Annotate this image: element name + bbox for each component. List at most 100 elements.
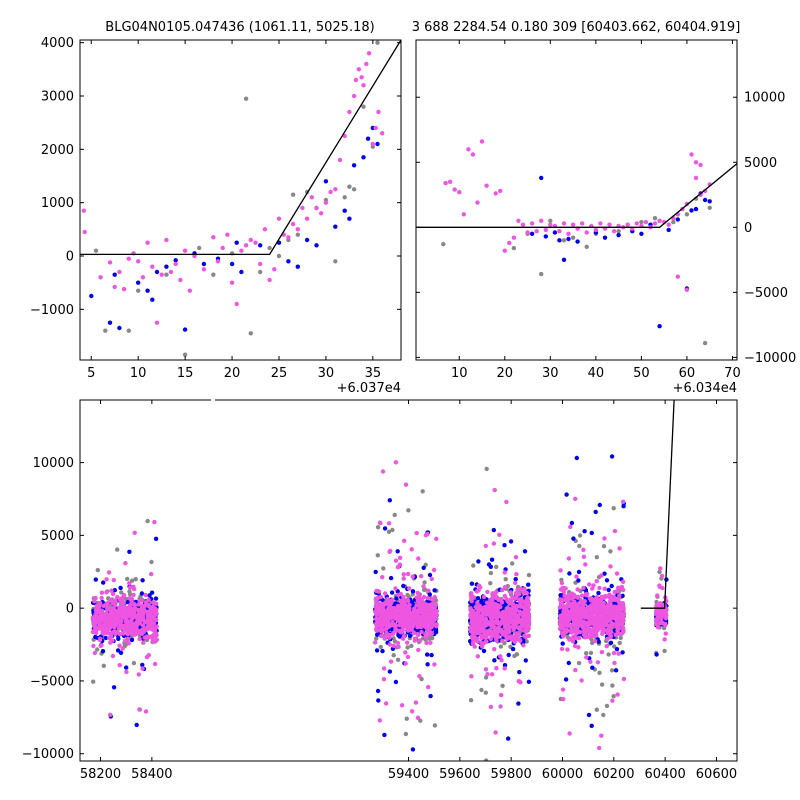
data-point [374,602,379,607]
data-point [295,227,300,232]
data-point [139,591,145,596]
data-point [573,594,579,600]
data-point [494,666,499,671]
data-point [379,623,384,628]
data-point [133,577,138,582]
data-point [597,670,602,675]
data-point [560,617,565,622]
data-point [620,579,626,584]
data-point [399,621,405,627]
data-point [589,611,595,617]
data-point [608,549,613,554]
data-point [568,524,573,530]
data-point [89,293,94,299]
data-point [457,190,462,195]
data-point [182,352,188,357]
data-point [126,605,132,610]
data-point [606,587,611,593]
data-point [514,572,519,577]
x-tick-label: 58400 [131,767,172,782]
data-point [412,636,418,641]
data-point [141,627,146,632]
data-point [561,257,567,262]
data-point [548,222,553,227]
data-point [197,245,202,251]
data-point [427,572,433,578]
data-point [400,636,406,641]
data-point [588,604,593,609]
data-point [376,109,381,115]
data-point [639,231,644,236]
data-point [557,238,562,243]
data-point [432,594,437,600]
data-point [566,660,571,666]
data-point [606,652,611,657]
data-point [561,634,566,639]
data-point [452,187,457,192]
data-point [347,216,352,221]
data-point [432,588,437,593]
data-point [562,613,567,619]
x-tick-label: 20 [497,366,514,381]
data-point [366,51,372,56]
data-point [110,591,116,597]
data-point [493,191,498,196]
data-point [375,628,380,633]
data-point [141,606,146,611]
data-point [154,269,160,275]
data-point [243,243,249,248]
data-point [524,608,529,613]
data-point [414,595,419,600]
data-point [136,280,141,285]
data-point [103,635,109,641]
data-point [319,211,324,216]
data-point [276,216,282,221]
data-point [290,192,296,197]
axes-frame [415,39,738,361]
data-point [383,591,388,596]
data-point [586,609,591,614]
data-point [387,632,392,638]
data-point [409,709,415,714]
data-point [504,636,509,642]
data-point [572,634,577,639]
data-point [608,640,614,645]
x-tick-label: 58200 [80,767,121,782]
data-point [375,688,381,694]
data-point [583,615,588,620]
data-point [93,248,99,253]
data-point [580,610,586,616]
data-point [563,597,568,603]
data-point [597,502,602,508]
data-point [483,616,489,622]
data-point [658,615,664,620]
data-point [654,608,659,613]
data-point [604,644,609,649]
data-point [415,625,420,630]
data-point [502,570,507,575]
data-point [145,240,150,245]
data-point [567,604,572,609]
data-point [625,222,630,227]
data-point [387,498,392,503]
data-point [337,157,343,163]
data-point [584,593,589,598]
data-point [573,608,578,613]
data-point [110,653,116,659]
data-point [590,665,595,670]
data-point [488,636,493,642]
data-point [596,590,601,596]
data-point [129,637,135,643]
data-point [595,660,601,665]
data-point [483,639,488,645]
data-point [361,104,366,109]
data-point [666,227,671,233]
data-point [652,216,658,221]
data-point [586,634,591,640]
data-point [607,222,612,227]
data-point [396,618,401,623]
data-point [591,627,597,632]
data-point [143,592,148,598]
data-point [91,629,97,634]
data-point [107,260,113,265]
